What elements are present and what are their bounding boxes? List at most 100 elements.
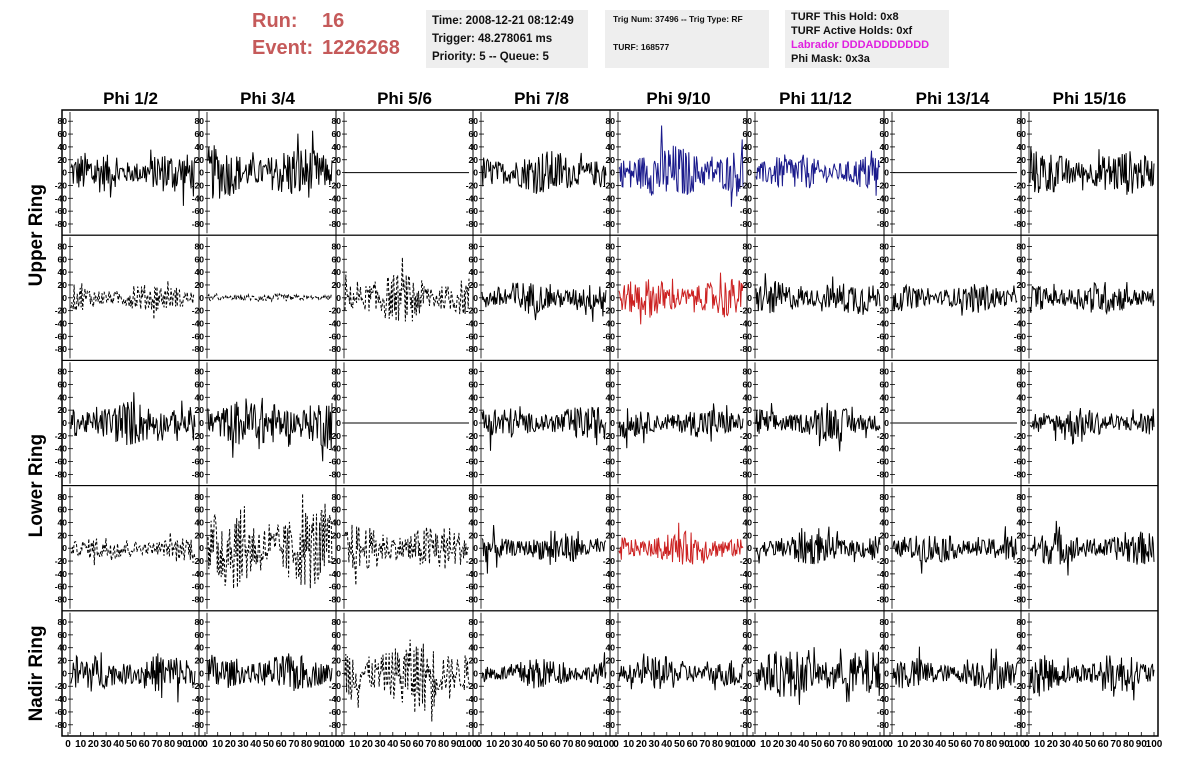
y-tick-label: 40 <box>469 518 479 528</box>
y-tick-label: 60 <box>469 630 479 640</box>
y-tick-label: 40 <box>880 392 890 402</box>
y-tick-label: 0 <box>610 668 615 678</box>
y-tick-label: 0 <box>747 418 752 428</box>
x-tick-label: 40 <box>661 739 673 750</box>
y-tick-label: -80 <box>1014 469 1027 479</box>
y-tick-label: -40 <box>877 444 890 454</box>
y-tick-label: -20 <box>329 556 342 566</box>
x-tick-label: 20 <box>1047 739 1059 750</box>
column-header: Phi 11/12 <box>779 89 852 108</box>
y-tick-label: -40 <box>466 318 479 328</box>
y-tick-label: 0 <box>336 668 341 678</box>
x-tick-label: 0 <box>65 739 71 750</box>
y-tick-label: 0 <box>747 543 752 553</box>
y-tick-label: -80 <box>877 469 890 479</box>
waveform-trace <box>207 292 333 303</box>
y-tick-label: 40 <box>195 518 205 528</box>
y-tick-label: -20 <box>192 306 205 316</box>
y-tick-label: 20 <box>332 280 342 290</box>
x-tick-label: 90 <box>862 739 874 750</box>
y-tick-label: -60 <box>740 582 753 592</box>
waveform-trace <box>1029 407 1155 445</box>
y-tick-label: -60 <box>192 457 205 467</box>
y-tick-label: 80 <box>743 492 753 502</box>
y-tick-label: -20 <box>603 556 616 566</box>
y-tick-label: 0 <box>336 543 341 553</box>
y-tick-label: -20 <box>55 180 68 190</box>
y-tick-label: 20 <box>1017 280 1027 290</box>
x-tick-label: 20 <box>910 739 922 750</box>
y-tick-label: 80 <box>743 367 753 377</box>
y-tick-label: -20 <box>329 431 342 441</box>
y-tick-label: -60 <box>603 582 616 592</box>
y-tick-label: -80 <box>1014 720 1027 730</box>
y-tick-label: 80 <box>1017 367 1027 377</box>
y-tick-label: -40 <box>1014 193 1027 203</box>
x-tick-label: 40 <box>798 739 810 750</box>
y-tick-label: 20 <box>1017 656 1027 666</box>
y-tick-label: 80 <box>1017 492 1027 502</box>
y-tick-label: 0 <box>747 668 752 678</box>
y-tick-label: 80 <box>880 617 890 627</box>
y-tick-label: 60 <box>469 254 479 264</box>
y-tick-label: 80 <box>880 492 890 502</box>
y-tick-label: -80 <box>192 595 205 605</box>
waveform-trace <box>618 125 744 207</box>
y-tick-label: -60 <box>329 707 342 717</box>
ring-label: Lower Ring <box>26 434 47 537</box>
x-tick-label: 20 <box>499 739 511 750</box>
y-tick-label: 0 <box>884 543 889 553</box>
y-tick-label: 20 <box>606 530 616 540</box>
y-tick-label: -80 <box>55 720 68 730</box>
waveform-trace <box>618 272 744 325</box>
y-tick-label: 60 <box>880 254 890 264</box>
y-tick-label: 0 <box>62 668 67 678</box>
y-tick-label: 20 <box>195 530 205 540</box>
x-tick-label: 50 <box>948 739 960 750</box>
y-tick-label: -20 <box>55 306 68 316</box>
y-tick-label: -20 <box>192 180 205 190</box>
y-tick-label: 80 <box>469 492 479 502</box>
x-tick-label: 30 <box>375 739 387 750</box>
y-tick-label: 20 <box>469 155 479 165</box>
y-tick-label: 20 <box>606 405 616 415</box>
y-tick-label: -60 <box>603 457 616 467</box>
y-tick-label: -60 <box>603 331 616 341</box>
y-tick-label: -80 <box>192 469 205 479</box>
column-header: Phi 15/16 <box>1053 89 1127 108</box>
y-tick-label: 80 <box>880 116 890 126</box>
y-tick-label: -60 <box>877 582 890 592</box>
y-tick-label: 80 <box>195 492 205 502</box>
y-tick-label: 40 <box>1017 267 1027 277</box>
y-tick-label: 60 <box>743 630 753 640</box>
y-tick-label: 60 <box>606 379 616 389</box>
x-tick-label: 40 <box>387 739 399 750</box>
y-tick-label: -40 <box>603 444 616 454</box>
y-tick-label: 0 <box>473 668 478 678</box>
x-tick-label: 30 <box>649 739 661 750</box>
y-tick-label: 20 <box>880 280 890 290</box>
y-tick-label: -80 <box>603 595 616 605</box>
trig-num-text: Trig Num: 37496 -- Trig Type: RF <box>613 14 743 24</box>
x-tick-label: 60 <box>413 739 425 750</box>
y-tick-label: 0 <box>473 418 478 428</box>
y-tick-label: 20 <box>332 530 342 540</box>
y-tick-label: -80 <box>740 469 753 479</box>
y-tick-label: 60 <box>332 129 342 139</box>
y-tick-label: 60 <box>743 379 753 389</box>
y-tick-label: 60 <box>195 630 205 640</box>
x-tick-label: 90 <box>177 739 189 750</box>
y-tick-label: -20 <box>877 306 890 316</box>
y-tick-label: 20 <box>606 656 616 666</box>
y-tick-label: 0 <box>884 168 889 178</box>
event-label: Event: <box>252 37 314 59</box>
y-tick-label: -40 <box>877 318 890 328</box>
y-tick-label: -80 <box>466 720 479 730</box>
x-tick-label: 30 <box>101 739 113 750</box>
y-tick-label: -80 <box>329 469 342 479</box>
y-tick-label: 20 <box>332 405 342 415</box>
y-tick-label: 0 <box>62 293 67 303</box>
x-tick-label: 80 <box>986 739 998 750</box>
y-tick-label: 40 <box>332 518 342 528</box>
waveform-trace <box>481 282 607 322</box>
